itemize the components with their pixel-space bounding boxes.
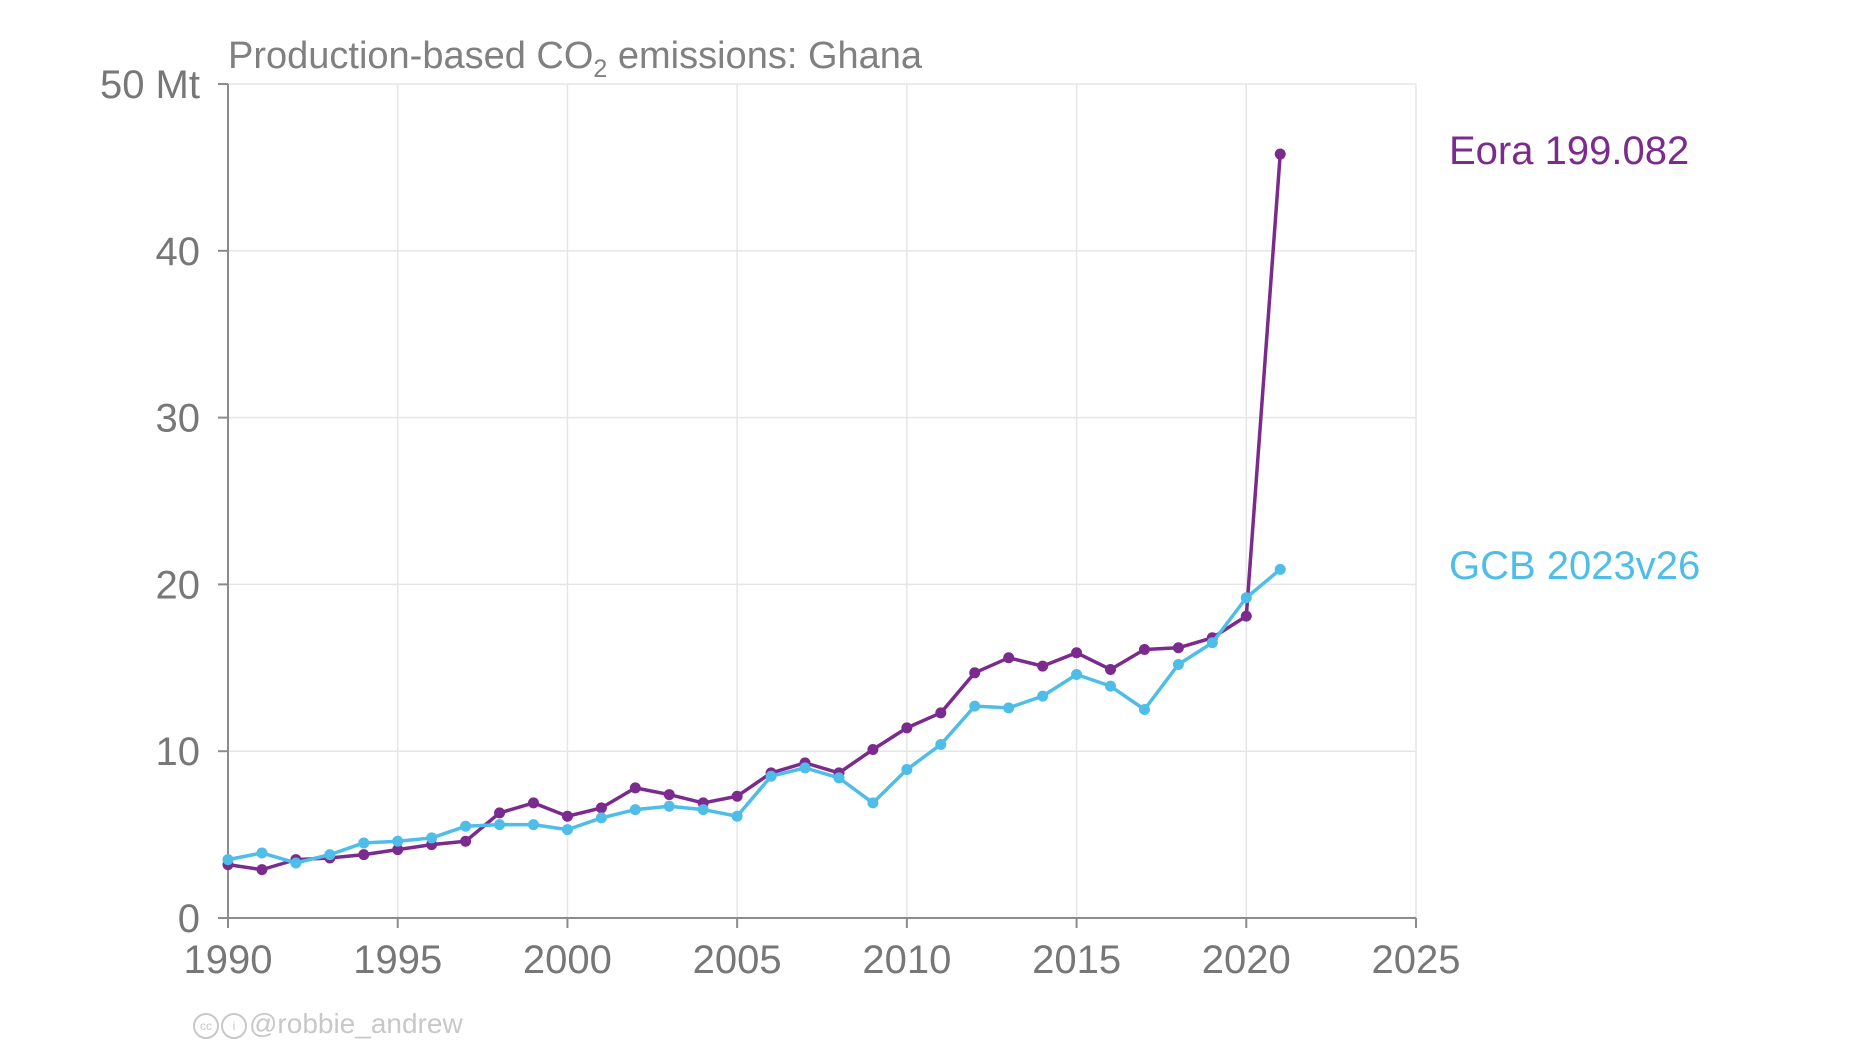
- axes: [218, 83, 1417, 928]
- data-point: [494, 807, 506, 819]
- data-point: [1105, 680, 1117, 692]
- data-point: [1240, 592, 1252, 604]
- data-point: [833, 772, 845, 784]
- chart-title: Production-based CO2 emissions: Ghana: [228, 35, 923, 83]
- data-point: [1071, 647, 1083, 659]
- data-point: [256, 847, 268, 859]
- data-point: [1274, 563, 1286, 575]
- grid: [228, 83, 1417, 918]
- title-main: Production-based CO: [228, 35, 593, 77]
- x-tick-label: 2005: [693, 938, 782, 982]
- data-point: [1003, 652, 1015, 664]
- x-tick-label: 2015: [1032, 938, 1121, 982]
- data-point: [799, 762, 811, 774]
- credit-line: cc i @robbie_andrew: [193, 1008, 463, 1040]
- data-point: [1138, 643, 1150, 655]
- data-point: [595, 812, 607, 824]
- data-point: [527, 797, 539, 809]
- data-point: [1274, 148, 1286, 160]
- x-tick-label: 1990: [184, 938, 273, 982]
- data-point: [460, 820, 472, 832]
- data-point: [1105, 663, 1117, 675]
- data-point: [901, 764, 913, 776]
- series-label: Eora 199.082: [1449, 129, 1689, 173]
- data-point: [901, 722, 913, 734]
- data-point: [935, 707, 947, 719]
- data-point: [731, 790, 743, 802]
- x-tick-label: 2010: [862, 938, 951, 982]
- data-point: [561, 810, 573, 822]
- data-point: [392, 844, 404, 856]
- series-1: Eora 199.082: [222, 129, 1689, 876]
- x-tick-label: 2000: [523, 938, 612, 982]
- data-point: [392, 835, 404, 847]
- x-tick-label: 1995: [353, 938, 442, 982]
- data-point: [663, 789, 675, 801]
- data-point: [324, 849, 336, 861]
- y-tick-label: 50 Mt: [100, 63, 200, 107]
- series-layer: Eora 199.082 GCB 2023v26: [222, 129, 1700, 876]
- data-point: [1071, 668, 1083, 680]
- attribution-icon: i: [221, 1013, 247, 1039]
- series-2: GCB 2023v26: [222, 544, 1700, 869]
- data-point: [935, 739, 947, 751]
- y-tick-label: 40: [156, 230, 201, 274]
- x-tick-label: 2020: [1202, 938, 1291, 982]
- credit-text: @robbie_andrew: [249, 1008, 463, 1039]
- data-point: [426, 832, 438, 844]
- cc-icon: cc: [193, 1013, 219, 1039]
- data-point: [561, 824, 573, 836]
- data-point: [527, 819, 539, 831]
- series-line: [227, 153, 1282, 872]
- data-point: [867, 797, 879, 809]
- data-point: [969, 700, 981, 712]
- data-point: [460, 835, 472, 847]
- data-point: [595, 802, 607, 814]
- y-tick-label: 0: [178, 897, 200, 941]
- y-tick-label: 20: [156, 563, 201, 607]
- data-point: [256, 864, 268, 876]
- y-tick-label: 10: [156, 730, 201, 774]
- x-tick-label: 2025: [1372, 938, 1461, 982]
- y-tick-label: 30: [156, 397, 201, 441]
- data-point: [1172, 658, 1184, 670]
- data-point: [629, 782, 641, 794]
- data-point: [765, 770, 777, 782]
- data-point: [1206, 637, 1218, 649]
- data-point: [1240, 610, 1252, 622]
- series-label: GCB 2023v26: [1449, 544, 1700, 588]
- data-point: [1003, 702, 1015, 714]
- title-tail: emissions: Ghana: [607, 35, 923, 77]
- data-point: [629, 804, 641, 816]
- data-point: [1037, 690, 1049, 702]
- data-point: [290, 857, 302, 869]
- data-point: [494, 819, 506, 831]
- tick-labels: 1990 1995 2000 2005 2010 2015 2020 2025 0 10 20 30 4…: [100, 63, 1461, 982]
- data-point: [358, 837, 370, 849]
- data-point: [1138, 704, 1150, 715]
- data-point: [1037, 660, 1049, 672]
- data-point: [358, 849, 370, 861]
- series-line: [227, 568, 1282, 865]
- title-subscript: 2: [593, 55, 607, 83]
- data-point: [867, 744, 879, 756]
- data-point: [731, 810, 743, 822]
- data-point: [697, 804, 709, 816]
- data-point: [1172, 642, 1184, 654]
- data-point: [222, 854, 234, 866]
- data-point: [663, 800, 675, 812]
- data-point: [969, 667, 981, 679]
